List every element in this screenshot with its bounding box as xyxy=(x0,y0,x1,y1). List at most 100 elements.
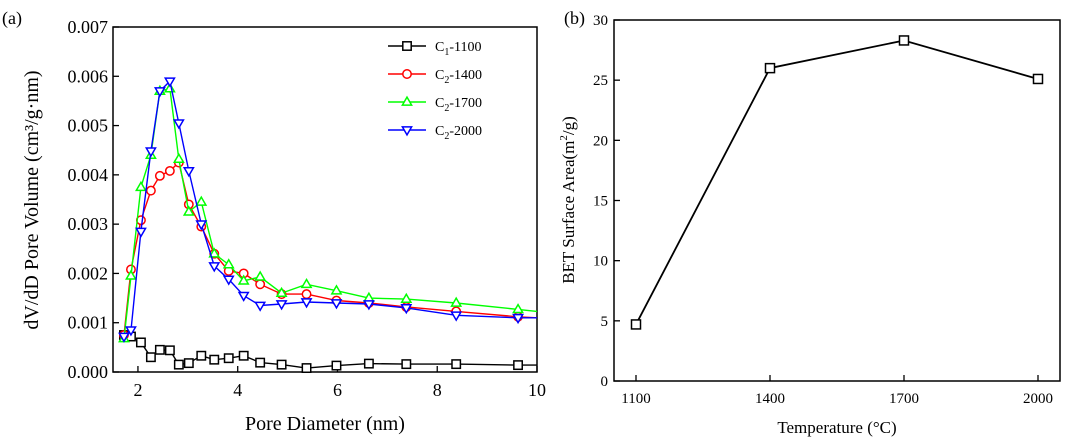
data-point xyxy=(764,62,776,74)
legend-marker xyxy=(401,95,413,106)
chart-b-y-tick-label: 30 xyxy=(593,13,608,29)
data-point xyxy=(1032,73,1044,85)
data-point xyxy=(154,344,165,355)
chart-a: (a) 2 4 6 8 10 0.000 0.001 0.002 0.003 0.004 0.005… xyxy=(2,8,546,435)
data-point xyxy=(153,87,166,98)
data-point xyxy=(145,185,156,196)
data-point xyxy=(513,360,523,371)
bet-series-line xyxy=(635,39,1039,325)
data-point xyxy=(173,359,184,370)
legend-marker xyxy=(402,69,412,79)
data-point xyxy=(145,352,156,363)
data-point xyxy=(183,358,194,369)
chart-b: (b) 1100 1400 1700 2000 0 5 10 15 20 25 30 Tempera… xyxy=(558,8,1061,437)
chart-a-y-axis-label: dV/dD Pore Volume (cm³/g·nm) xyxy=(21,70,43,329)
chart-b-y-label-sup: 2 xyxy=(558,135,570,141)
chart-a-x-axis-label: Pore Diameter (nm) xyxy=(245,413,405,435)
legend-item: C1-1100 xyxy=(388,40,482,58)
data-point xyxy=(300,298,313,309)
data-point xyxy=(255,357,266,368)
chart-a-legend: C1-1100 C2-1400 C2-1700 C2-2000 xyxy=(388,40,482,142)
chart-a-plot-frame xyxy=(112,26,538,373)
data-point xyxy=(451,359,462,370)
chart-a-y-tick-label: 0.002 xyxy=(68,263,109,283)
data-point xyxy=(237,291,250,302)
data-point xyxy=(118,332,130,343)
data-point xyxy=(450,311,463,322)
data-point xyxy=(125,269,137,280)
data-point xyxy=(135,337,146,348)
data-point xyxy=(172,119,185,130)
data-point xyxy=(630,319,642,330)
data-point xyxy=(182,167,195,178)
data-point xyxy=(222,275,235,286)
chart-b-x-tick-label: 1400 xyxy=(755,391,785,407)
data-point xyxy=(301,363,312,374)
data-point xyxy=(222,258,235,269)
data-point xyxy=(144,147,157,158)
chart-a-x-tick-label: 6 xyxy=(333,380,342,400)
chart-a-y-tick-label: 0.000 xyxy=(68,362,109,382)
legend-label: C2-2000 xyxy=(435,124,482,142)
chart-b-y-label-rest: /g) xyxy=(559,116,578,135)
legend-label: C2-1400 xyxy=(435,68,482,86)
data-point xyxy=(196,350,207,361)
chart-a-x-tick-label: 4 xyxy=(233,380,242,400)
data-point xyxy=(223,353,234,364)
data-point xyxy=(254,301,267,312)
data-point xyxy=(125,326,137,337)
data-point xyxy=(237,274,250,285)
chart-a-y-tick-label: 0.003 xyxy=(68,214,109,234)
data-point xyxy=(401,359,412,370)
chart-b-y-label-base: BET Surface Area(m xyxy=(559,141,578,284)
data-point xyxy=(254,270,267,281)
series-c1-1100 xyxy=(119,330,537,374)
chart-a-x-tick-label: 10 xyxy=(528,380,546,400)
data-point xyxy=(400,292,413,303)
chart-b-y-tick-label: 10 xyxy=(593,254,608,270)
data-point xyxy=(330,299,343,310)
chart-b-y-tick-label: 20 xyxy=(593,133,608,149)
chart-b-y-axis-label: BET Surface Area(m2/g) xyxy=(558,116,578,284)
data-point xyxy=(135,180,147,192)
data-point xyxy=(898,35,910,46)
chart-a-y-tick-label: 0.004 xyxy=(68,165,109,185)
data-point xyxy=(195,220,208,231)
chart-b-y-tick-label: 5 xyxy=(601,314,609,330)
data-point xyxy=(154,170,165,181)
data-point xyxy=(275,300,288,311)
data-point xyxy=(238,350,249,361)
legend-item: C2-2000 xyxy=(388,124,482,142)
chart-b-x-axis-label: Temperature (°C) xyxy=(777,418,896,437)
data-point xyxy=(195,195,208,206)
series-line xyxy=(123,161,538,336)
chart-a-y-tick-label: 0.001 xyxy=(68,313,109,333)
chart-b-y-tick-label: 0 xyxy=(601,374,609,390)
chart-a-x-tick-label: 8 xyxy=(433,380,442,400)
data-point xyxy=(301,289,312,300)
series-line xyxy=(123,79,537,338)
chart-a-y-tick-label: 0.007 xyxy=(68,17,109,37)
series-c2-2000 xyxy=(118,77,537,343)
data-point xyxy=(172,152,185,163)
data-point xyxy=(400,304,413,315)
chart-b-x-tick-label: 1700 xyxy=(889,391,919,407)
data-point xyxy=(135,227,147,238)
chart-b-x-tick-label: 1100 xyxy=(621,391,650,407)
chart-b-y-tick-label: 25 xyxy=(593,73,608,89)
chart-b-plot-frame xyxy=(613,19,1061,382)
chart-b-series-group xyxy=(630,35,1044,330)
data-point xyxy=(209,354,220,365)
legend-marker xyxy=(402,41,412,51)
chart-a-y-tick-label: 0.005 xyxy=(68,116,109,136)
panel-b-label: (b) xyxy=(564,8,585,29)
data-point xyxy=(164,345,175,356)
data-point xyxy=(208,247,221,258)
legend-item: C2-1400 xyxy=(388,68,482,86)
chart-a-y-tick-label: 0.006 xyxy=(68,66,109,86)
series-c2-1400 xyxy=(119,157,538,340)
data-point xyxy=(512,303,524,314)
data-point xyxy=(164,165,175,176)
data-point xyxy=(300,277,313,289)
